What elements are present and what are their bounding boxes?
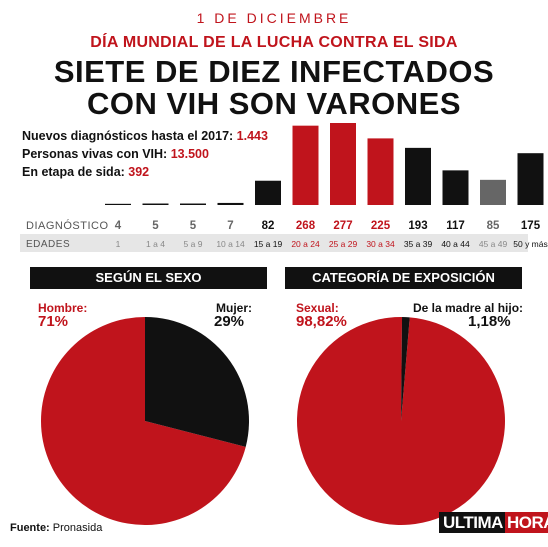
ultimahora-logo: ULTIMAHORA xyxy=(439,512,548,534)
stat-new-diagnoses: Nuevos diagnósticos hasta el 2017: 1.443 xyxy=(22,129,268,143)
logo-part-2: HORA xyxy=(504,512,548,533)
age-range-label: 5 a 9 xyxy=(184,239,203,249)
source-label: Fuente: xyxy=(10,522,50,534)
age-range-label: 20 a 24 xyxy=(291,239,320,249)
mother-child-percent: 1,18% xyxy=(468,313,511,330)
logo-part-1: ULTIMA xyxy=(439,512,505,533)
bar-10-a-14 xyxy=(217,202,244,205)
diagnosis-value: 85 xyxy=(487,220,500,232)
age-range-label: 50 y más xyxy=(513,239,548,249)
age-range-label: 15 a 19 xyxy=(254,239,283,249)
stat-value: 13.500 xyxy=(170,147,209,161)
diagnosis-row-label: DIAGNÓSTICO xyxy=(26,219,109,232)
diagnosis-value: 7 xyxy=(227,220,233,232)
headline-line-2: CON VIH SON VARONES xyxy=(86,86,462,121)
diagnosis-value: 82 xyxy=(262,220,275,232)
stat-label: Personas vivas con VIH: xyxy=(22,147,171,161)
diagnosis-value: 225 xyxy=(371,220,391,232)
date-label: 1 DE DICIEMBRE xyxy=(196,10,352,26)
ages-row-label: EDADES xyxy=(26,239,70,250)
age-range-label: 40 a 44 xyxy=(441,239,470,249)
hombre-percent: 71% xyxy=(38,313,69,330)
diagnosis-value: 4 xyxy=(115,220,122,232)
diagnosis-value: 268 xyxy=(296,220,316,232)
mother-child-label: De la madre al hijo: xyxy=(413,301,524,315)
stat-living-with-hiv: Personas vivas con VIH: 13.500 xyxy=(22,147,209,161)
age-range-label: 1 xyxy=(116,239,121,249)
sexual-percent: 98,82% xyxy=(296,313,347,330)
diagnosis-value: 193 xyxy=(408,220,427,232)
stat-label: Nuevos diagnósticos hasta el 2017: xyxy=(22,129,237,143)
source-note: Fuente: Pronasida xyxy=(10,522,102,534)
diagnosis-value: 175 xyxy=(521,220,541,232)
bar-20-a-24 xyxy=(292,125,319,205)
age-range-label: 10 a 14 xyxy=(216,239,245,249)
pie-slice-de-la-madre-al-hijo xyxy=(401,317,410,421)
stat-value: 1.443 xyxy=(236,129,268,143)
age-range-label: 45 a 49 xyxy=(479,239,508,249)
diagnosis-value: 5 xyxy=(190,220,197,232)
pie-slice-mujer xyxy=(145,317,250,447)
bar-50-y-más xyxy=(517,153,544,205)
stat-aids-stage: En etapa de sida: 392 xyxy=(22,165,149,179)
diagnosis-value: 117 xyxy=(446,220,465,232)
pie-slice-hombre xyxy=(41,317,246,525)
ages-row-background xyxy=(20,234,528,252)
stat-label: En etapa de sida: xyxy=(22,165,129,179)
sexual-label: Sexual: xyxy=(296,301,339,315)
diagnosis-value: 277 xyxy=(333,220,352,232)
subtitle: DÍA MUNDIAL DE LA LUCHA CONTRA EL SIDA xyxy=(90,34,458,51)
exposure-pie-chart xyxy=(297,317,505,525)
sex-section-title: SEGÚN EL SEXO xyxy=(30,267,267,289)
pie-slice-sexual xyxy=(297,317,505,525)
bar-40-a-44 xyxy=(442,170,469,205)
stat-value: 392 xyxy=(128,165,150,179)
bar-35-a-39 xyxy=(405,147,431,205)
mujer-label: Mujer: xyxy=(216,301,252,315)
age-range-label: 1 a 4 xyxy=(146,239,165,249)
bar-30-a-34 xyxy=(367,138,394,205)
diagnosis-value: 5 xyxy=(152,220,159,232)
bar-5-a-9 xyxy=(180,203,206,205)
age-range-label: 25 a 29 xyxy=(329,239,358,249)
bar-25-a-29 xyxy=(330,123,356,205)
age-range-label: 30 a 34 xyxy=(366,239,395,249)
age-range-label: 35 a 39 xyxy=(404,239,433,249)
exposure-section-title: CATEGORÍA DE EXPOSICIÓN xyxy=(285,267,522,289)
headline-line-1: SIETE DE DIEZ INFECTADOS xyxy=(53,54,495,89)
bar-1 xyxy=(105,203,131,205)
bar-45-a-49 xyxy=(480,179,506,205)
hombre-label: Hombre: xyxy=(38,301,88,315)
bar-1-a-4 xyxy=(142,203,169,205)
mujer-percent: 29% xyxy=(214,313,245,330)
source-value: Pronasida xyxy=(49,522,103,534)
sex-pie-chart xyxy=(41,317,250,525)
bar-15-a-19 xyxy=(255,180,281,205)
age-bar-chart: DIAGNÓSTICO EDADES 4 1 5 1 a 4 5 5 a 9 7 10 a 1… xyxy=(20,123,548,252)
